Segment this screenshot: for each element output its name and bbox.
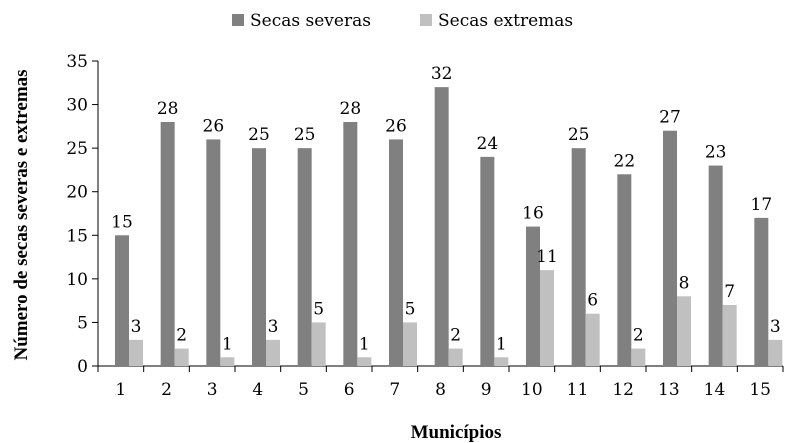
data-label: 27 <box>659 108 681 128</box>
data-label: 17 <box>751 195 773 215</box>
x-tick-label: 6 <box>344 380 355 400</box>
bar-secas-severas <box>252 148 266 366</box>
x-tick-label: 9 <box>481 380 492 400</box>
legend-label: Secas severas <box>250 11 371 31</box>
x-tick-label: 5 <box>298 380 309 400</box>
x-tick-label: 14 <box>704 380 726 400</box>
data-label: 32 <box>431 64 453 84</box>
x-tick-label: 13 <box>658 380 680 400</box>
y-tick-label: 20 <box>66 183 88 203</box>
bar-secas-extremas <box>768 339 783 366</box>
data-label: 3 <box>131 317 142 337</box>
data-label: 11 <box>536 247 558 267</box>
x-tick-label: 4 <box>252 380 263 400</box>
bar-secas-severas <box>526 226 540 366</box>
data-label: 25 <box>248 125 270 145</box>
x-tick-label: 15 <box>749 380 771 400</box>
bar-secas-extremas <box>448 348 463 366</box>
legend-swatch <box>232 14 244 26</box>
bar-secas-extremas <box>311 322 326 366</box>
legend-label: Secas extremas <box>438 11 573 31</box>
bar-secas-extremas <box>677 296 691 366</box>
data-label: 7 <box>724 282 735 302</box>
bar-secas-severas <box>571 148 586 366</box>
data-label: 2 <box>633 326 644 346</box>
bar-secas-severas <box>754 217 769 366</box>
legend: Secas severas Secas extremas <box>232 11 573 31</box>
x-tick-label: 12 <box>612 380 634 400</box>
x-tick-label: 11 <box>567 380 589 400</box>
data-label: 1 <box>222 334 233 354</box>
data-label: 23 <box>705 143 727 163</box>
data-label: 3 <box>268 317 279 337</box>
data-label: 1 <box>496 334 507 354</box>
data-label: 16 <box>522 204 544 224</box>
data-label: 6 <box>587 291 598 311</box>
bar-secas-extremas <box>722 305 737 366</box>
data-label: 28 <box>340 99 362 119</box>
y-tick-label: 25 <box>66 139 88 159</box>
data-label: 3 <box>770 317 781 337</box>
bar-secas-severas <box>663 130 677 366</box>
bar-secas-severas <box>115 235 129 366</box>
data-label: 5 <box>405 299 416 319</box>
bar-secas-severas <box>617 174 632 366</box>
x-tick-label: 2 <box>161 380 172 400</box>
bar-secas-extremas <box>357 357 372 366</box>
x-axis: 1 2 3 4 5 6 7 8 9 10 11 12 13 14 15 <box>97 365 784 400</box>
y-tick-label: 30 <box>66 96 88 116</box>
y-axis: 0 5 10 15 20 25 30 35 <box>66 52 99 377</box>
data-label: 25 <box>568 125 590 145</box>
data-label: 2 <box>176 326 187 346</box>
bar-secas-extremas <box>631 348 646 366</box>
bar-secas-severas <box>434 87 449 367</box>
bar-secas-extremas <box>129 339 143 366</box>
bar-secas-severas <box>343 122 358 366</box>
data-label: 5 <box>313 299 324 319</box>
bar-secas-extremas <box>174 348 189 366</box>
bar-secas-extremas <box>220 357 235 366</box>
y-axis-title: Número de secas severas e extremas <box>11 69 32 360</box>
y-tick-label: 35 <box>66 52 88 72</box>
x-tick-label: 7 <box>389 380 400 400</box>
y-tick-label: 0 <box>77 357 88 377</box>
data-label: 8 <box>679 273 690 293</box>
bar-secas-extremas <box>494 357 509 366</box>
bar-secas-severas <box>160 122 175 366</box>
y-tick-label: 5 <box>77 313 88 333</box>
y-tick-label: 15 <box>66 226 88 246</box>
x-axis-title: Municípios <box>411 422 502 443</box>
x-tick-label: 3 <box>207 380 218 400</box>
data-label: 26 <box>203 116 225 136</box>
bar-secas-severas <box>297 148 312 366</box>
data-label: 25 <box>294 125 316 145</box>
data-label: 15 <box>111 212 133 232</box>
data-label: 22 <box>614 151 636 171</box>
bars <box>115 87 783 367</box>
legend-swatch <box>420 14 432 26</box>
bar-secas-extremas <box>585 313 600 366</box>
bar-secas-extremas <box>540 270 554 366</box>
data-label: 24 <box>477 134 499 154</box>
y-tick-label: 10 <box>66 270 88 290</box>
bar-secas-severas <box>480 156 495 366</box>
bar-secas-extremas <box>403 322 417 366</box>
data-label: 28 <box>157 99 179 119</box>
bar-secas-severas <box>206 139 221 366</box>
data-label: 1 <box>359 334 370 354</box>
bar-secas-severas <box>389 139 403 366</box>
bar-secas-extremas <box>266 339 280 366</box>
data-label: 2 <box>450 326 461 346</box>
bar-secas-severas <box>708 165 723 366</box>
data-label: 26 <box>385 116 407 136</box>
x-tick-label: 1 <box>115 380 126 400</box>
x-tick-label: 10 <box>521 380 543 400</box>
x-tick-label: 8 <box>435 380 446 400</box>
